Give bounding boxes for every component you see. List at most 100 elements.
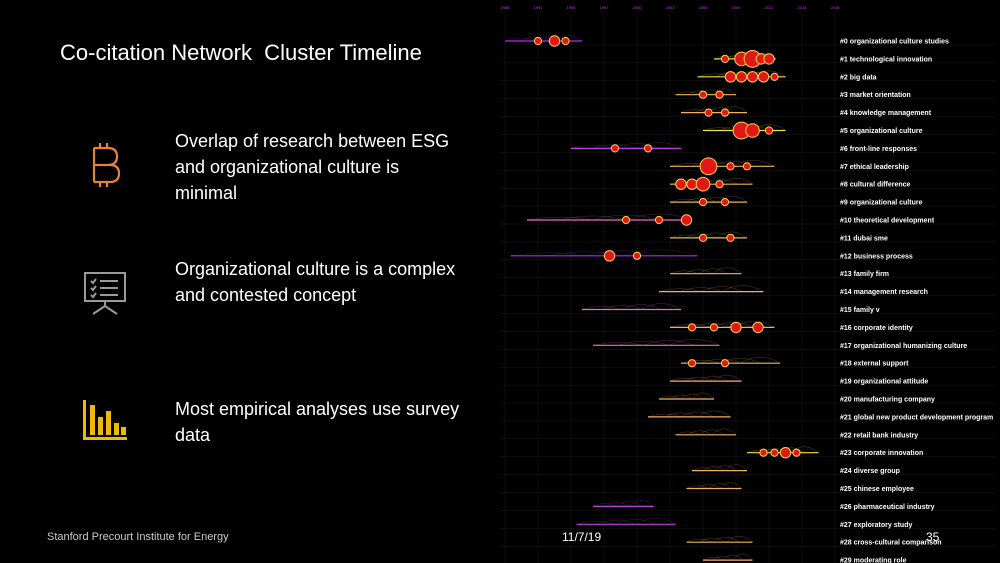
bar-chart-icon	[83, 400, 127, 440]
citation-node	[633, 252, 641, 259]
presentation-board-icon	[84, 272, 126, 315]
cluster-label: #12 business process	[840, 253, 913, 260]
cocitation-arc	[647, 413, 682, 418]
citation-node	[549, 36, 560, 46]
citation-node	[655, 216, 663, 224]
cluster-label: #22 retail bank industry	[840, 432, 918, 439]
cocitation-arc	[680, 359, 721, 364]
cluster-label: #6 front-line responses	[840, 146, 917, 153]
cocitation-arc	[716, 195, 748, 203]
citation-node	[743, 163, 751, 170]
year-tick-label: 2009	[732, 5, 742, 10]
citation-node	[604, 251, 615, 261]
cocitation-arc	[510, 252, 586, 257]
cluster-label: #2 big data	[840, 74, 877, 81]
cocitation-arc	[712, 374, 742, 382]
cocitation-arc	[679, 287, 722, 292]
citation-node	[534, 37, 542, 45]
slide-title: Co-citation Network Cluster Timeline	[60, 40, 422, 65]
cocitation-arc	[636, 142, 682, 149]
cocitation-arc	[669, 270, 699, 274]
citation-node	[721, 55, 729, 63]
cocitation-arc	[740, 356, 781, 364]
citation-node	[676, 179, 686, 189]
footer-date: 11/7/19	[562, 530, 602, 544]
cocitation-arc	[675, 431, 700, 436]
cocitation-arc	[712, 555, 733, 561]
citation-node	[721, 199, 729, 206]
citation-node	[727, 234, 734, 241]
cluster-label: #20 manufacturing company	[840, 397, 935, 404]
bullet-text-3: Most empirical analyses use survey data	[175, 399, 460, 445]
cluster-label: #27 exploratory study	[840, 522, 912, 529]
year-tick-label: 2006	[699, 5, 709, 10]
citation-node	[721, 360, 729, 367]
citation-node	[699, 91, 707, 98]
cluster-label: #24 diverse group	[840, 468, 900, 475]
cocitation-arc	[669, 377, 699, 382]
citation-node	[721, 109, 729, 116]
bullet-text-2: Organizational culture is a complex and …	[175, 259, 456, 305]
cocitation-arc	[712, 267, 742, 274]
bitcoin-icon	[92, 143, 121, 187]
cocitation-arc	[719, 482, 742, 489]
cluster-label: #25 chinese employee	[840, 486, 914, 493]
citation-node	[771, 449, 778, 456]
cocitation-arc	[711, 88, 737, 95]
cocitation-arc	[691, 467, 715, 471]
cocitation-arc	[643, 340, 695, 346]
cocitation-arc	[617, 501, 642, 507]
cocitation-arc	[687, 90, 712, 95]
citation-node	[727, 163, 734, 170]
cocitation-arc	[581, 306, 622, 310]
citation-node	[681, 215, 692, 225]
cluster-label: #4 knowledge management	[840, 110, 932, 117]
cluster-label: #8 cultural difference	[840, 182, 911, 189]
cocitation-arc	[526, 216, 594, 221]
cocitation-arc	[680, 393, 704, 400]
year-tick-label: 2003	[666, 5, 676, 10]
cocitation-arc	[711, 428, 737, 435]
citation-node	[716, 91, 723, 98]
cluster-label: #3 market orientation	[840, 92, 911, 99]
cocitation-arc	[592, 214, 660, 221]
cocitation-arc	[702, 466, 726, 471]
cocitation-arc	[685, 233, 717, 239]
citation-node	[710, 324, 718, 331]
cocitation-arc	[698, 268, 728, 274]
cocitation-arc	[618, 341, 669, 346]
year-tick-label: 1988	[501, 5, 511, 10]
cluster-label: #28 cross-cultural comparison	[840, 540, 942, 547]
citation-node	[780, 448, 791, 458]
cluster-label: #11 dubai sme	[840, 235, 888, 242]
cocitation-arc	[712, 536, 740, 543]
year-tick-label: 1991	[534, 5, 544, 10]
cocitation-arc	[585, 250, 661, 257]
citation-node	[705, 109, 712, 116]
citation-node	[764, 54, 774, 64]
page-number: 35	[926, 530, 940, 544]
cluster-label: #9 organizational culture	[840, 200, 923, 207]
cocitation-arc	[668, 339, 720, 346]
citation-node	[753, 322, 763, 333]
cocitation-arc	[789, 446, 819, 453]
year-tick-label: 2018	[831, 5, 841, 10]
cocitation-arc	[621, 304, 662, 310]
cocitation-arc	[604, 502, 630, 507]
citation-node	[771, 73, 778, 80]
cocitation-arc	[721, 285, 764, 292]
year-tick-label: 1997	[600, 5, 610, 10]
cocitation-arc	[686, 485, 709, 489]
cocitation-arc	[697, 410, 731, 418]
cocitation-arc	[596, 520, 636, 525]
cluster-label: #1 technological innovation	[840, 56, 932, 63]
bullet-text-1: Overlap of research between ESG and orga…	[175, 131, 450, 203]
cocitation-arc	[559, 215, 627, 221]
cocitation-arc	[708, 483, 731, 489]
cocitation-arc	[664, 412, 698, 418]
citation-node	[688, 324, 696, 331]
cluster-label: #17 organizational humanizing culture	[840, 343, 967, 350]
cocitation-arc	[658, 288, 701, 292]
cluster-label: #23 corporate innovation	[840, 450, 923, 457]
cocitation-arc	[686, 538, 714, 543]
